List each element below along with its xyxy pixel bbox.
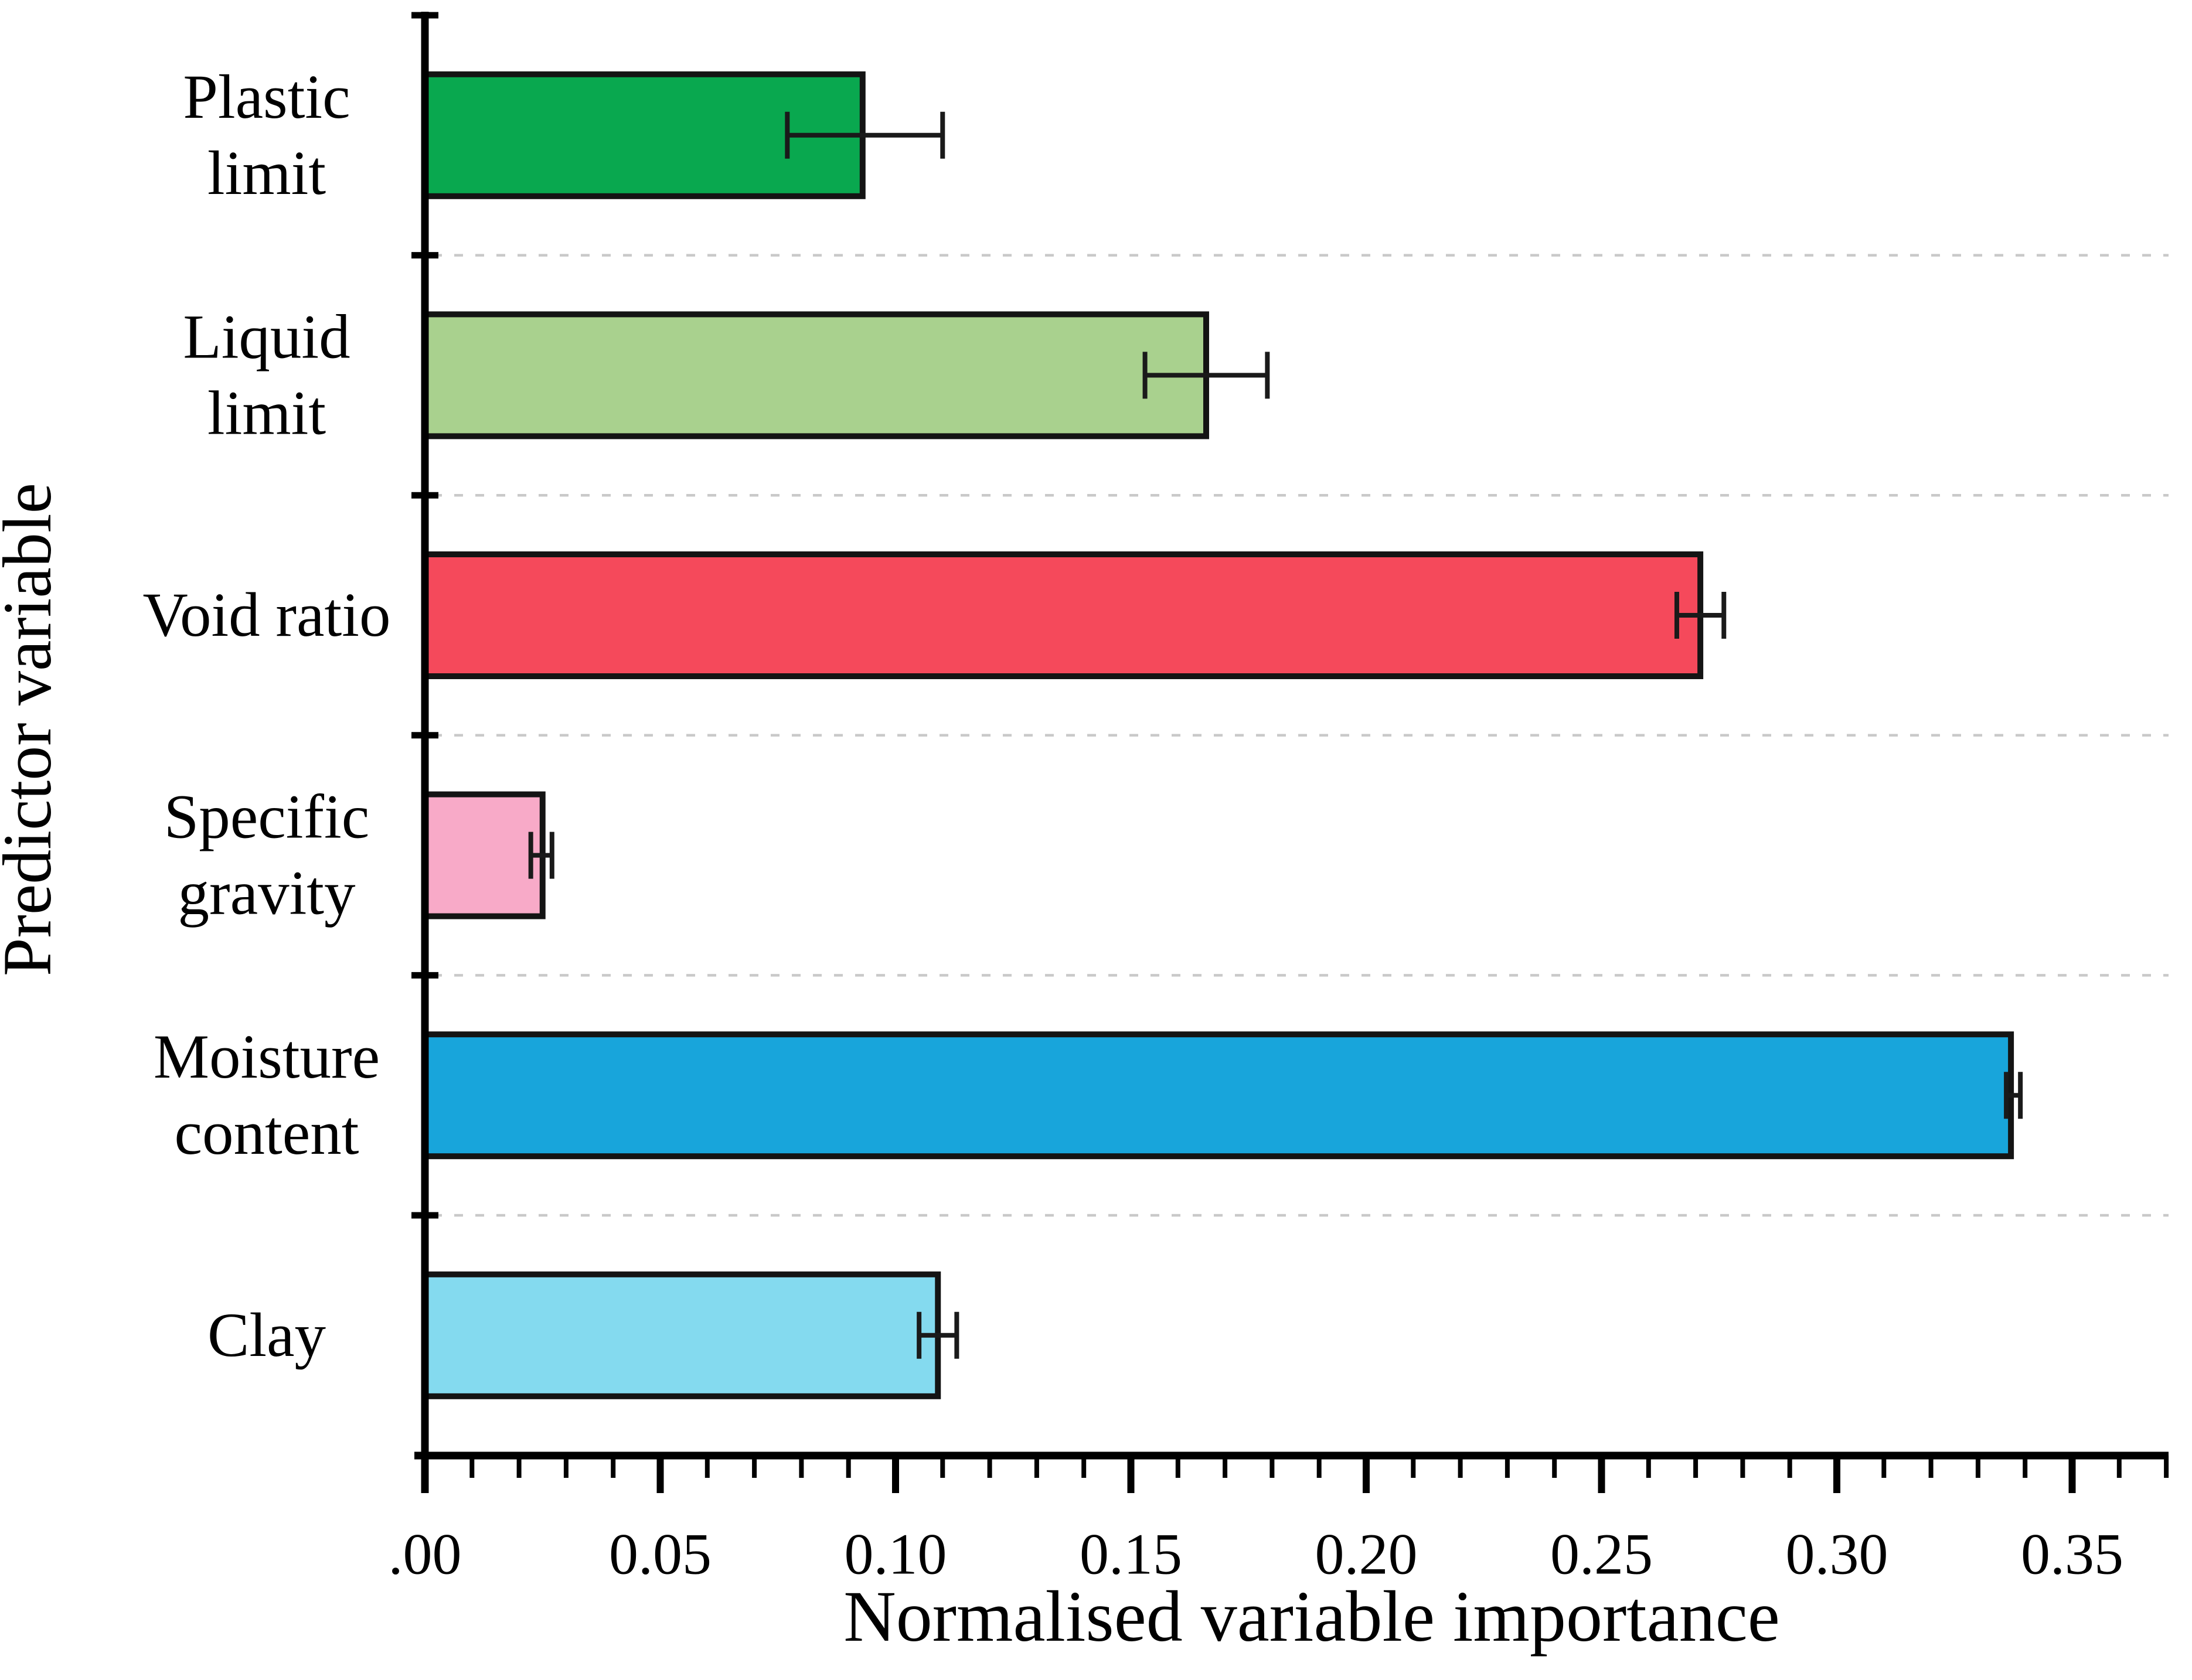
- category-label-line: limit: [207, 139, 326, 208]
- error-bar-specific-gravity: [528, 832, 554, 879]
- category-label-line: Void ratio: [142, 581, 390, 650]
- category-label-line: Specific: [164, 783, 370, 852]
- category-label-line: Moisture: [154, 1023, 380, 1092]
- bar-clay: [422, 1271, 941, 1399]
- y-axis-ticks: [411, 12, 438, 1219]
- bar-void-ratio: [422, 551, 1704, 679]
- x-tick-label-015: 0.15: [1080, 1522, 1182, 1587]
- x-axis-title: Normalised variable importance: [843, 1576, 1780, 1657]
- x-tick-label-020: 0.20: [1315, 1522, 1418, 1587]
- category-label-plastic-limit: Plastic limit: [183, 63, 350, 208]
- x-tick-label-035: 0.35: [2021, 1522, 2123, 1587]
- x-tick-labels: .00 0.05 0.10 0.15 0.20 0.25 0.30 0.35: [389, 1522, 2124, 1587]
- x-tick-label-00: .00: [389, 1522, 462, 1587]
- error-bar-void-ratio: [1674, 592, 1727, 639]
- category-labels: Plastic limit Liquid limit Void ratio Specifi…: [142, 63, 390, 1370]
- category-label-moisture-content: Moisture content: [154, 1023, 380, 1168]
- error-bar-liquid-limit: [1142, 352, 1270, 399]
- category-label-liquid-limit: Liquid limit: [183, 302, 350, 448]
- error-bar-moisture-content: [2004, 1072, 2023, 1119]
- axes: [414, 12, 2169, 1493]
- category-label-line: limit: [207, 379, 326, 448]
- error-bar-plastic-limit: [785, 111, 945, 159]
- bar-moisture-content: [422, 1031, 2014, 1160]
- category-label-void-ratio: Void ratio: [142, 581, 390, 650]
- category-label-line: Clay: [207, 1301, 326, 1370]
- x-tick-label-005: 0.05: [609, 1522, 712, 1587]
- bar-liquid-limit: [422, 311, 1209, 439]
- error-bars: [528, 111, 2023, 1359]
- x-axis-ticks: [421, 1456, 2169, 1493]
- category-label-line: Liquid: [183, 302, 350, 372]
- category-label-line: gravity: [178, 859, 356, 928]
- category-label-line: Plastic: [183, 63, 350, 132]
- category-label-specific-gravity: Specific gravity: [164, 783, 370, 928]
- x-tick-label-010: 0.10: [845, 1522, 947, 1587]
- category-label-line: content: [175, 1099, 359, 1168]
- x-tick-label-025: 0.25: [1550, 1522, 1653, 1587]
- x-tick-label-030: 0.30: [1786, 1522, 1888, 1587]
- y-axis-title: Predictor variable: [0, 483, 66, 976]
- category-label-clay: Clay: [207, 1301, 326, 1370]
- gridlines: [433, 254, 2169, 1217]
- bar-specific-gravity: [422, 791, 546, 919]
- error-bar-clay: [917, 1311, 959, 1359]
